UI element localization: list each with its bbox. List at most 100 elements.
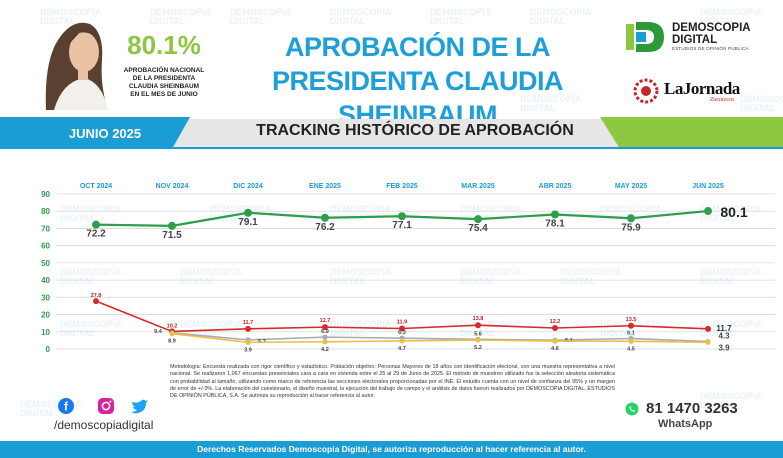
x-category-label: NOV 2024 [156, 183, 189, 190]
data-label: 72.2 [86, 229, 106, 240]
data-label: 6.9 [321, 329, 329, 335]
footer-bar [0, 441, 783, 458]
section-band [0, 117, 783, 149]
series-line-yellow [171, 332, 709, 344]
data-label: 3.9 [244, 347, 252, 353]
data-point-yellow [399, 338, 405, 344]
data-label: 13.5 [626, 317, 637, 323]
data-label: 9.4 [154, 329, 163, 335]
approval-caption: APROBACIÓN NACIONAL DE LA PRESIDENTA CLA… [112, 67, 216, 99]
data-label: 10.2 [167, 323, 178, 329]
facebook-icon[interactable]: f [58, 398, 74, 414]
data-label: 75.9 [621, 222, 641, 233]
data-label: 12.7 [320, 318, 331, 324]
data-point-red [322, 324, 328, 331]
instagram-icon[interactable] [98, 398, 114, 414]
jornada-logo-icon [633, 78, 659, 104]
data-point-green [168, 221, 176, 230]
caption-line: EN EL MES DE JUNIO [130, 91, 198, 98]
data-point-green [321, 213, 329, 222]
data-point-yellow [705, 339, 711, 345]
y-tick-label: 0 [46, 345, 51, 354]
data-point-yellow [169, 331, 175, 337]
watermark: DEMOSCOPIA DIGITAL [700, 7, 762, 26]
watermark: DEMOSCOPIA DIGITAL [40, 7, 102, 26]
watermark: DEMOSCOPIA DIGITAL [330, 267, 392, 286]
watermark: DEMOSCOPIA DIGITAL [150, 7, 212, 26]
data-label: 27.8 [91, 293, 102, 299]
data-label: 80.1 [720, 204, 747, 220]
section-title: TRACKING HISTÓRICO DE APROBACIÓN [256, 122, 574, 139]
partner-subtitle: Zacatecas [710, 97, 735, 103]
y-tick-label: 40 [41, 276, 50, 285]
data-point-red [705, 325, 711, 332]
social-handle[interactable]: /demoscopiadigital [54, 418, 154, 432]
data-point-green [398, 212, 406, 221]
data-label: 76.2 [315, 222, 335, 233]
watermark: DEMOSCOPIA DIGITAL [530, 7, 592, 26]
month-label: JUNIO 2025 [68, 126, 142, 141]
watermark: DEMOSCOPIA DIGITAL [210, 204, 272, 223]
x-category-label: JUN 2025 [692, 183, 724, 190]
brand-name-line: DIGITAL [672, 34, 718, 46]
data-point-green [627, 214, 635, 223]
data-label: 3.9 [718, 343, 730, 352]
data-point-yellow [245, 339, 251, 345]
data-point-red [399, 325, 405, 332]
watermark: DEMOSCOPIA DIGITAL [60, 267, 122, 286]
y-tick-label: 60 [41, 242, 50, 251]
x-category-label: FEB 2025 [386, 183, 418, 190]
data-label: 78.1 [545, 218, 565, 229]
y-tick-label: 30 [41, 293, 50, 302]
data-point-red [552, 324, 558, 331]
data-label: 12.2 [550, 319, 561, 325]
watermark: DEMOSCOPIA DIGITAL [700, 319, 762, 338]
data-point-green [244, 208, 252, 217]
caption-line: CLAUDIA SHEINBAUM [128, 83, 200, 90]
y-tick-label: 80 [41, 207, 50, 216]
y-tick-label: 90 [41, 190, 50, 199]
watermark: DEMOSCOPIA DIGITAL [740, 94, 783, 113]
watermark: DEMOSCOPIA DIGITAL [460, 267, 522, 286]
x-category-label: DIC 2024 [233, 183, 263, 190]
y-tick-label: 50 [41, 259, 50, 268]
whatsapp-number[interactable]: 81 1470 3263 [646, 400, 738, 417]
watermark: DEMOSCOPIA DIGITAL [60, 319, 122, 338]
partner-name: LaJornada [664, 79, 740, 98]
data-point-green [704, 207, 712, 216]
president-photo [45, 22, 108, 110]
twitter-icon[interactable] [131, 399, 148, 414]
brand-name: DEMOSCOPIA DIGITAL [672, 22, 751, 46]
watermark: DEMOSCOPIA DIGITAL [330, 7, 392, 26]
watermark: DEMOSCOPIA DIGITAL [460, 319, 522, 338]
watermark: DEMOSCOPIA DIGITAL [230, 7, 292, 26]
data-label: 11.7 [716, 324, 732, 333]
data-label: 11.7 [243, 320, 253, 326]
watermark: DEMOSCOPIA DIGITAL [700, 204, 762, 223]
data-point-green [92, 220, 100, 229]
watermark: DEMOSCOPIA DIGITAL [180, 319, 242, 338]
data-point-yellow [552, 338, 558, 344]
y-tick-label: 20 [41, 311, 50, 320]
y-tick-label: 70 [41, 224, 50, 233]
data-point-red [245, 325, 251, 332]
data-point-green [474, 215, 482, 224]
brand-subtitle: ESTUDIOS DE OPINIÓN PÚBLICA [672, 46, 749, 51]
data-point-gray [322, 334, 328, 340]
watermark: DEMOSCOPIA DIGITAL [520, 94, 582, 113]
data-label: 77.1 [392, 220, 412, 231]
data-label: 4.5 [627, 346, 635, 352]
data-point-yellow [475, 337, 481, 343]
data-label: 4.7 [398, 346, 406, 352]
data-label: 4.6 [551, 346, 559, 352]
approval-percentage: 80.1% [127, 30, 201, 60]
watermark: DEMOSCOPIA DIGITAL [700, 391, 762, 410]
series-line-gray [171, 332, 709, 343]
data-label: 6.1 [627, 330, 635, 336]
x-category-label: MAR 2025 [461, 183, 495, 190]
data-point-red [93, 298, 99, 305]
data-label: 71.5 [162, 230, 182, 241]
y-tick-label: 10 [41, 328, 50, 337]
whatsapp-label: WhatsApp [658, 418, 713, 430]
methodology-text: Metodología: Encuesta realizada con rigo… [170, 364, 615, 400]
